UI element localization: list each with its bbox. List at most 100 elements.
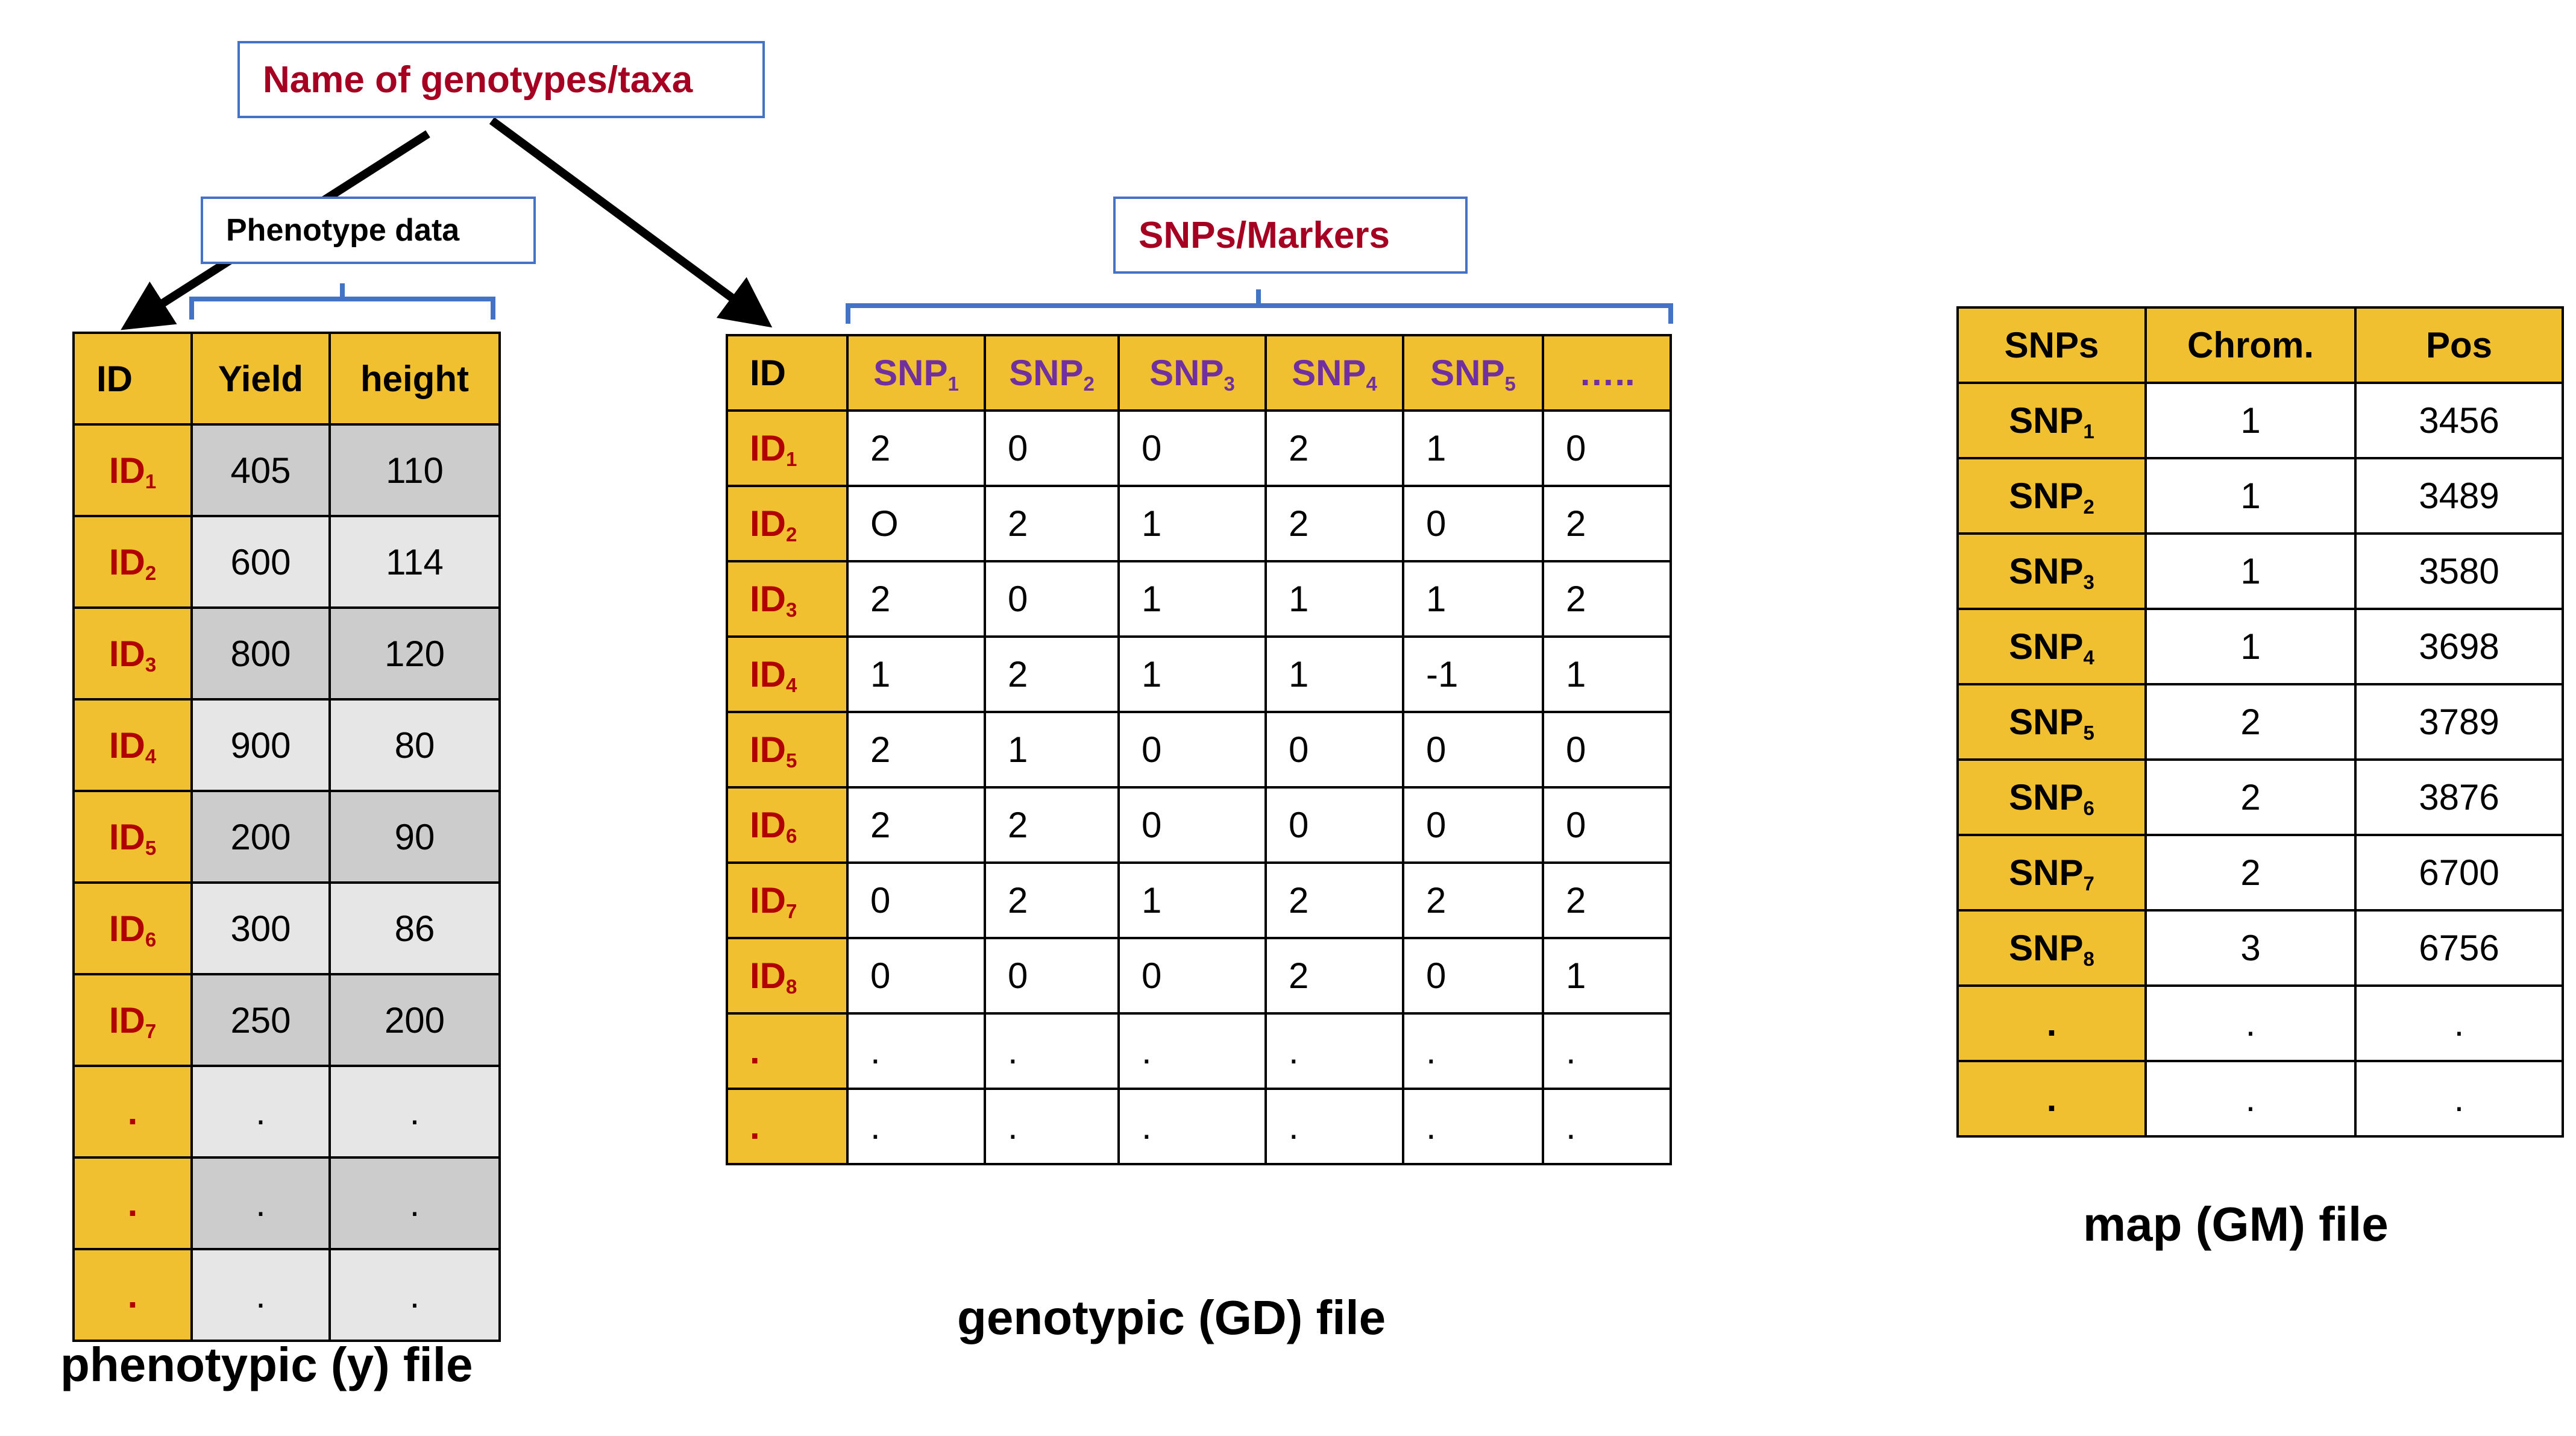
genotype-id-cell: ID4 [726,635,849,713]
genotype-value-cell: . [984,1012,1120,1090]
map-row: SNP6 2 3876 [1956,758,2564,836]
genotype-row: ID7 0 2 1 2 2 2 [726,861,1672,939]
phenotype-value-cell: . [190,1065,331,1159]
genotype-value-cell: 2 [1402,861,1544,939]
map-snp-cell: . [1956,1060,2147,1138]
genotype-header-cell: SNP4 [1264,334,1404,412]
map-chrom-cell: 1 [2144,532,2357,610]
genotype-table: ID SNP1 SNP2 SNP3 SNP4 SNP5….. ID1 2 0 0 2 1 0 ID2 O 2 1… [726,334,1672,1165]
map-pos-cell: 3580 [2354,532,2564,610]
genotype-row: ....... [726,1012,1672,1090]
map-chrom-cell: 3 [2144,909,2357,987]
phenotype-id-cell: ID2 [72,515,193,609]
genotype-value-cell: 0 [1542,786,1672,864]
map-header-cell: Chrom. [2144,306,2357,384]
genotype-value-cell: . [846,1012,986,1090]
genotype-id-cell: . [726,1088,849,1165]
phenotype-row: ID1 405 110 [72,423,501,517]
genotype-value-cell: 0 [1117,711,1267,789]
phenotype-value-cell: 250 [190,973,331,1067]
phenotype-id-cell: . [72,1156,193,1250]
genotype-value-cell: 2 [1542,861,1672,939]
genotype-value-cell: . [1542,1012,1672,1090]
genotype-row: ID5 2 1 0 0 0 0 [726,711,1672,789]
phenotype-table: ID Yield height ID1 405 110 ID2 600 114 ID3 800 120… [72,332,501,1342]
genotype-value-cell: . [1117,1012,1267,1090]
phenotype-row: ... [72,1065,501,1159]
phenotype-id-cell: ID3 [72,606,193,701]
map-snp-cell: SNP2 [1956,457,2147,535]
genotype-header-cell: SNP2 [984,334,1120,412]
map-row: SNP2 1 3489 [1956,457,2564,535]
map-chrom-cell: 2 [2144,758,2357,836]
genotype-value-cell: 2 [1264,937,1404,1015]
phenotype-value-cell: 900 [190,698,331,792]
genotype-value-cell: 1 [1542,635,1672,713]
genotype-value-cell: 2 [846,711,986,789]
phenotype-header-row: ID Yield height [72,332,501,426]
phenotype-value-cell: 600 [190,515,331,609]
genotype-value-cell: 1 [1264,560,1404,638]
genotype-value-cell: 0 [1117,786,1267,864]
genotype-value-cell: 2 [1542,560,1672,638]
phenotype-id-cell: ID5 [72,790,193,884]
phenotype-brace [189,283,495,320]
genotype-value-cell: 2 [1264,409,1404,487]
genotype-value-cell: . [1542,1088,1672,1165]
genotype-value-cell: 0 [1402,485,1544,562]
snp-brace [846,289,1673,324]
genotype-header-cell: SNP5 [1402,334,1544,412]
map-snp-cell: SNP7 [1956,834,2147,912]
phenotype-row: ID7 250 200 [72,973,501,1067]
phenotype-header-cell: height [328,332,501,426]
genotype-id-cell: . [726,1012,849,1090]
map-pos-cell: 3489 [2354,457,2564,535]
phenotype-row: ID3 800 120 [72,606,501,701]
genotype-value-cell: 1 [1402,409,1544,487]
map-chrom-cell: . [2144,1060,2357,1138]
phenotype-value-cell: 120 [328,606,501,701]
phenotype-value-cell: 80 [328,698,501,792]
genotype-row: ID1 2 0 0 2 1 0 [726,409,1672,487]
phenotype-id-cell: . [72,1248,193,1342]
phenotype-value-cell: 90 [328,790,501,884]
genotype-value-cell: -1 [1402,635,1544,713]
phenotype-value-cell: 800 [190,606,331,701]
phenotype-row: ID6 300 86 [72,881,501,975]
phenotype-value-cell: 110 [328,423,501,517]
genotype-value-cell: 0 [984,937,1120,1015]
map-snp-cell: SNP3 [1956,532,2147,610]
genotype-header-cell: SNP1 [846,334,986,412]
genotype-value-cell: 2 [984,485,1120,562]
genotype-value-cell: 0 [846,861,986,939]
genotype-value-cell: 1 [1542,937,1672,1015]
phenotype-row: ID5 200 90 [72,790,501,884]
genotype-value-cell: O [846,485,986,562]
phenotype-value-cell: 200 [328,973,501,1067]
genotype-id-cell: ID7 [726,861,849,939]
map-header-row: SNPs Chrom. Pos [1956,306,2564,384]
map-row: SNP4 1 3698 [1956,608,2564,685]
genotype-row: ID8 0 0 0 2 0 1 [726,937,1672,1015]
genotype-value-cell: 0 [846,937,986,1015]
genotype-row: ID6 2 2 0 0 0 0 [726,786,1672,864]
phenotype-id-cell: . [72,1065,193,1159]
map-row: SNP1 1 3456 [1956,382,2564,459]
genotype-value-cell: 1 [1117,485,1267,562]
genotype-value-cell: . [1402,1012,1544,1090]
genotype-value-cell: 2 [984,861,1120,939]
map-snp-cell: SNP1 [1956,382,2147,459]
snp-markers-callout: SNPs/Markers [1113,197,1468,274]
genotype-value-cell: 2 [984,635,1120,713]
phenotype-data-callout: Phenotype data [201,197,536,264]
genotype-value-cell: 0 [984,409,1120,487]
map-pos-cell: . [2354,1060,2564,1138]
map-pos-cell: 3456 [2354,382,2564,459]
phenotype-value-cell: . [328,1248,501,1342]
map-row: SNP7 2 6700 [1956,834,2564,912]
genotype-header-cell: ID [726,334,849,412]
phenotype-value-cell: . [328,1065,501,1159]
genotype-row: ID4 1 2 1 1 -1 1 [726,635,1672,713]
genotype-value-cell: 1 [846,635,986,713]
phenotype-value-cell: . [328,1156,501,1250]
